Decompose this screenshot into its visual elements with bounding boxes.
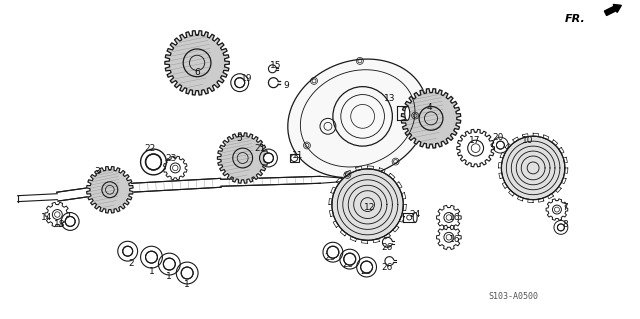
Circle shape <box>361 261 372 273</box>
Text: 2: 2 <box>129 259 134 268</box>
Text: FR.: FR. <box>565 14 586 24</box>
Circle shape <box>163 258 175 270</box>
Circle shape <box>327 246 339 258</box>
Polygon shape <box>165 31 229 95</box>
Circle shape <box>557 224 564 231</box>
Text: 4: 4 <box>426 103 432 112</box>
Text: 22: 22 <box>144 144 155 152</box>
Text: 16: 16 <box>449 213 461 222</box>
Polygon shape <box>131 178 221 192</box>
Polygon shape <box>92 182 132 198</box>
Text: 15: 15 <box>269 61 281 70</box>
Circle shape <box>123 246 132 256</box>
Text: 20: 20 <box>493 133 504 142</box>
Text: 17: 17 <box>469 136 481 145</box>
Ellipse shape <box>413 212 417 222</box>
Text: S103-A0500: S103-A0500 <box>488 292 538 301</box>
Text: 18: 18 <box>54 220 65 229</box>
Circle shape <box>145 251 157 263</box>
Text: 6: 6 <box>194 68 200 77</box>
Text: 1: 1 <box>184 280 190 289</box>
Polygon shape <box>401 89 461 148</box>
Text: 21: 21 <box>255 144 266 152</box>
Text: 1: 1 <box>166 272 172 281</box>
Text: 5: 5 <box>236 134 241 143</box>
Polygon shape <box>288 59 428 178</box>
Circle shape <box>65 217 75 226</box>
Text: 26: 26 <box>381 243 393 252</box>
Text: 7: 7 <box>562 203 568 212</box>
Polygon shape <box>332 169 403 240</box>
Circle shape <box>181 267 193 279</box>
Circle shape <box>344 253 356 265</box>
Text: 12: 12 <box>364 203 375 212</box>
Polygon shape <box>86 167 133 213</box>
Circle shape <box>145 154 161 170</box>
Text: 16: 16 <box>449 235 461 244</box>
Circle shape <box>235 78 244 88</box>
Text: 9: 9 <box>284 81 289 90</box>
Polygon shape <box>501 136 565 200</box>
Text: 8: 8 <box>562 220 568 229</box>
Ellipse shape <box>404 107 410 120</box>
Text: 3: 3 <box>94 167 100 176</box>
Circle shape <box>497 141 504 149</box>
Polygon shape <box>218 133 268 183</box>
Text: 13: 13 <box>383 94 395 103</box>
Text: 25: 25 <box>324 253 335 262</box>
Text: 11: 11 <box>292 151 304 160</box>
Polygon shape <box>221 176 320 186</box>
Text: 10: 10 <box>522 136 534 145</box>
Bar <box>290 153 299 162</box>
Text: 23: 23 <box>166 153 177 162</box>
Polygon shape <box>57 187 93 201</box>
Text: 14: 14 <box>41 213 52 222</box>
FancyArrow shape <box>604 4 621 16</box>
Text: 19: 19 <box>241 74 252 83</box>
Text: 25: 25 <box>360 266 371 276</box>
Text: 1: 1 <box>148 266 154 276</box>
Text: 25: 25 <box>342 260 353 269</box>
Text: 24: 24 <box>410 210 420 219</box>
Text: 26: 26 <box>381 263 393 271</box>
Circle shape <box>264 153 273 163</box>
